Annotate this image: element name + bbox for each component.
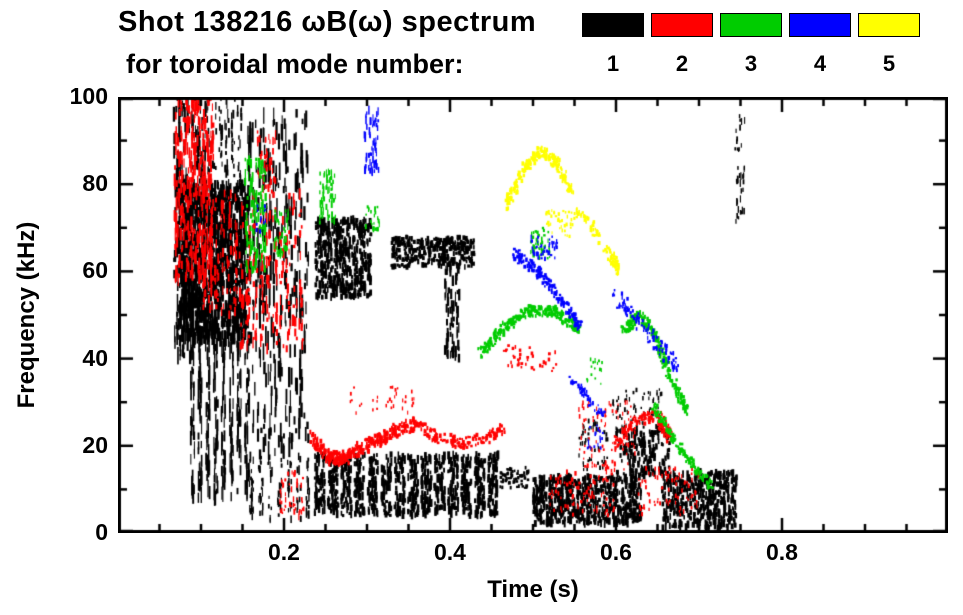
legend-swatch-n3	[720, 13, 782, 37]
y-tick-label: 60	[82, 257, 108, 284]
legend-label-n1: 1	[606, 51, 620, 76]
legend-label-n5: 5	[882, 51, 896, 76]
x-tick-label: 0.6	[600, 539, 632, 565]
y-tick-label: 0	[95, 519, 108, 545]
legend-swatch-n1	[582, 13, 644, 37]
legend-label-n3: 3	[744, 51, 758, 76]
legend-labels: 1 2 3 4 5	[582, 51, 920, 77]
legend-swatch-n2	[651, 13, 713, 37]
y-tick-label: 100	[69, 83, 108, 109]
legend-swatch-n5	[858, 13, 920, 37]
x-tick-label: 0.2	[268, 539, 300, 565]
y-tick-label: 40	[82, 344, 108, 371]
figure-title: Shot 138216 ωB(ω) spectrum	[118, 6, 537, 38]
x-tick-label: 0.4	[434, 539, 466, 565]
legend-label-n2: 2	[675, 51, 689, 76]
legend-label-n4: 4	[813, 51, 827, 76]
y-tick-label: 20	[82, 431, 108, 458]
y-tick-label: 80	[82, 170, 108, 197]
x-axis-label: Time (s)	[487, 576, 579, 603]
plot-area	[118, 97, 948, 533]
figure-subtitle: for toroidal mode number:	[126, 49, 464, 79]
x-tick-label: 0.8	[766, 539, 798, 565]
legend-swatches	[582, 13, 920, 37]
legend-swatch-n4	[789, 13, 851, 37]
y-axis-label: Frequency (kHz)	[13, 221, 40, 409]
spectrogram-canvas	[118, 97, 948, 533]
